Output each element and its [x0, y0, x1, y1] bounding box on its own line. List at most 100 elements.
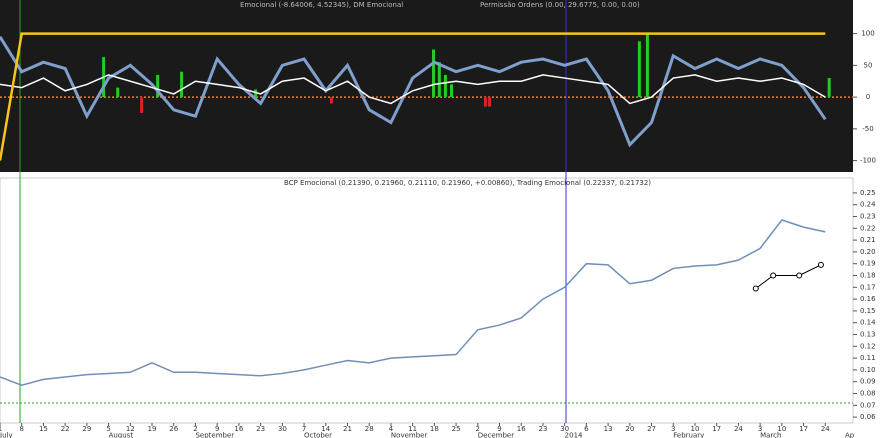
month-label: Ap — [845, 432, 855, 438]
y-tick-label: -100 — [860, 157, 876, 165]
y-tick-label: 0.24 — [860, 201, 876, 209]
x-tick-label: 30 — [560, 425, 569, 433]
series-line — [0, 219, 826, 387]
x-tick-label: 27 — [647, 425, 656, 433]
x-tick-label: 29 — [82, 425, 91, 433]
x-tick-label: 16 — [517, 425, 526, 433]
x-tick-label: 24 — [821, 425, 830, 433]
y-tick-label: 0.13 — [860, 331, 876, 339]
price-title: BCP Emocional (0.21390, 0.21960, 0.21110… — [284, 179, 651, 187]
month-label: December — [478, 432, 514, 438]
x-tick-label: 23 — [538, 425, 547, 433]
y-tick-label: 0.12 — [860, 342, 876, 350]
x-tick-label: 13 — [604, 425, 613, 433]
trend-point — [796, 272, 803, 279]
trend-point — [770, 272, 777, 279]
trend-segment — [755, 264, 822, 289]
x-tick-label: 3 — [671, 425, 675, 433]
x-tick-label: 3 — [758, 425, 762, 433]
y-tick-label: 100 — [861, 30, 874, 38]
x-tick-label: 24 — [734, 425, 743, 433]
y-tick-label: 0.06 — [860, 413, 876, 421]
y-tick-label: 0.11 — [860, 354, 876, 362]
histogram-bar — [431, 49, 435, 98]
x-tick-label: 9 — [497, 425, 501, 433]
month-label: August — [109, 432, 134, 438]
y-tick-label: 0.23 — [860, 213, 876, 221]
x-tick-label: 16 — [234, 425, 243, 433]
histogram-bar — [827, 78, 831, 98]
y-tick-label: 0 — [866, 93, 870, 101]
trend-point — [817, 261, 824, 268]
x-tick-label: 19 — [148, 425, 157, 433]
y-tick-label: 0.22 — [860, 224, 876, 232]
series-line — [0, 74, 826, 105]
x-tick-label: 21 — [343, 425, 352, 433]
x-tick-label: 11 — [408, 425, 417, 433]
histogram-bar — [637, 41, 641, 98]
x-tick-label: 17 — [712, 425, 721, 433]
x-tick-label: 5 — [106, 425, 110, 433]
y-tick-label: 0.21 — [860, 236, 876, 244]
x-tick-label: 23 — [256, 425, 265, 433]
histogram-bar — [450, 84, 454, 98]
indicator-subtitle: Permissão Ordens (0.00, 29.6775, 0.00, 0… — [480, 1, 640, 9]
histogram-bar — [483, 97, 487, 107]
trend-point — [752, 285, 759, 292]
price-panel — [0, 177, 854, 424]
x-tick-label: 7 — [302, 425, 306, 433]
x-tick-label: 2 — [193, 425, 197, 433]
histogram-bar — [116, 87, 120, 98]
histogram-bar — [645, 33, 649, 98]
x-tick-label: 2 — [476, 425, 480, 433]
x-tick-label: 12 — [126, 425, 135, 433]
histogram-bar — [180, 71, 184, 98]
indicator-title: Emocional (-8.64006, 4.52345), DM Emocio… — [240, 1, 403, 9]
x-tick-label: 8 — [19, 425, 23, 433]
histogram-bar — [329, 97, 333, 104]
x-tick-label: 26 — [169, 425, 178, 433]
y-tick-label: 0.25 — [860, 189, 876, 197]
month-label: 2014 — [565, 432, 583, 438]
y-tick-label: 0.20 — [860, 248, 876, 256]
month-label: February — [673, 432, 704, 438]
x-tick-label: 25 — [452, 425, 461, 433]
histogram-bar — [254, 89, 258, 98]
y-tick-label: 0.07 — [860, 401, 876, 409]
x-tick-label: 6 — [584, 425, 589, 433]
x-tick-label: 1 — [0, 425, 2, 433]
x-tick-label: 10 — [777, 425, 786, 433]
month-label: July — [0, 432, 13, 438]
y-tick-label: 0.08 — [860, 390, 876, 398]
month-label: September — [195, 432, 234, 438]
x-tick-label: 17 — [799, 425, 808, 433]
y-tick-label: 0.09 — [860, 378, 876, 386]
histogram-bar — [443, 74, 447, 98]
x-tick-label: 9 — [215, 425, 219, 433]
series-line — [0, 36, 827, 148]
y-tick-label: 0.18 — [860, 272, 876, 280]
series-line — [0, 32, 826, 161]
y-tick-label: -50 — [862, 125, 873, 133]
y-tick-label: 0.16 — [860, 295, 876, 303]
x-tick-label: 18 — [430, 425, 439, 433]
x-tick-label: 30 — [278, 425, 287, 433]
y-tick-label: 0.19 — [860, 260, 876, 268]
x-tick-label: 14 — [321, 425, 330, 433]
histogram-bar — [488, 97, 492, 107]
x-tick-label: 22 — [61, 425, 70, 433]
x-tick-label: 20 — [625, 425, 634, 433]
month-label: November — [391, 432, 428, 438]
month-label: October — [304, 432, 332, 438]
histogram-bar — [140, 97, 144, 113]
y-tick-label: 0.15 — [860, 307, 876, 315]
histogram-bar — [437, 62, 441, 98]
histogram-bar — [156, 74, 160, 98]
x-tick-label: 4 — [389, 425, 394, 433]
y-tick-label: 0.10 — [860, 366, 876, 374]
month-label: March — [760, 432, 781, 438]
y-tick-label: 0.17 — [860, 283, 876, 291]
x-tick-label: 15 — [39, 425, 48, 433]
y-tick-label: 50 — [864, 61, 873, 69]
